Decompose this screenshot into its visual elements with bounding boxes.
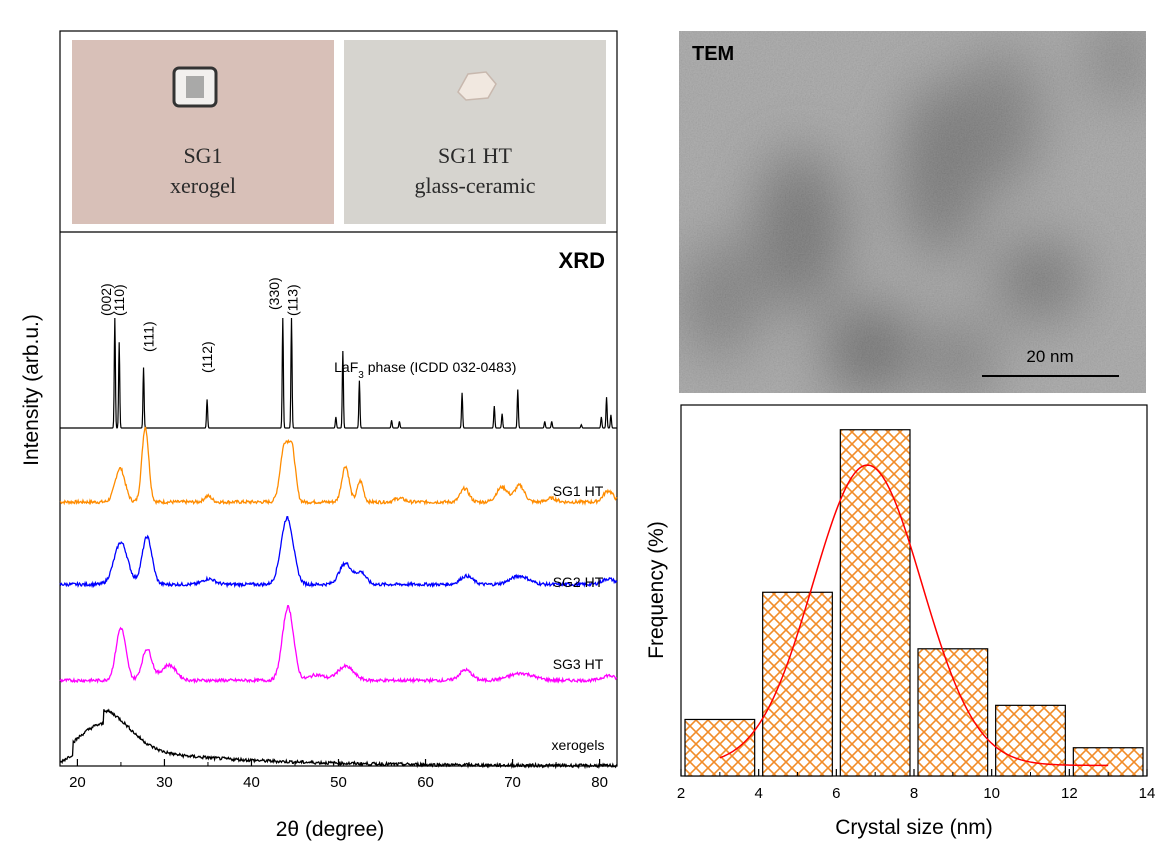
gaussian-fit-curve bbox=[719, 464, 1109, 767]
xrd-series-label: SG2 HT bbox=[553, 574, 604, 590]
photo-left-line1: SG1 bbox=[183, 143, 222, 168]
xrd-reference-label: LaF3 phase (ICDD 032-0483) bbox=[334, 359, 516, 381]
xrd-xtick-label: 50 bbox=[330, 774, 347, 791]
xrd-xtick-label: 40 bbox=[243, 774, 260, 791]
xrd-miller-index: (113) bbox=[285, 284, 301, 316]
xrd-xlabel: 2θ (degree) bbox=[276, 818, 385, 841]
photo-sg1-xerogel: SG1 xerogel bbox=[72, 40, 334, 224]
xrd-xtick-label: 70 bbox=[504, 774, 521, 791]
xrd-series-sg1-ht bbox=[59, 426, 618, 506]
xrd-series-label: SG1 HT bbox=[553, 483, 604, 499]
xrd-series-xerogels bbox=[59, 708, 618, 770]
xrd-miller-index: (110) bbox=[111, 284, 127, 316]
histogram-bar bbox=[762, 591, 833, 777]
xrd-plot: 20 30 40 50 60 70 80 (002)(110) (111) (112) (330)(… bbox=[59, 277, 618, 791]
hist-xtick-label: 14 bbox=[1139, 785, 1156, 802]
xrd-series-label: SG3 HT bbox=[553, 656, 604, 672]
histogram-plot: 2 4 6 8 10 12 14 bbox=[677, 429, 1156, 802]
histogram-bar bbox=[917, 648, 989, 777]
photo-right-line1: SG1 HT bbox=[438, 143, 513, 168]
hist-xtick-label: 2 bbox=[677, 785, 685, 802]
xrd-miller-index: (002) bbox=[98, 283, 114, 316]
hist-xtick-label: 4 bbox=[754, 785, 762, 802]
xrd-miller-index: (111) bbox=[141, 321, 157, 352]
xrd-reference-pattern bbox=[60, 317, 617, 429]
xrd-xtick-label: 80 bbox=[591, 774, 608, 791]
xrd-series-label: xerogels bbox=[552, 737, 605, 753]
histogram-bar bbox=[684, 718, 756, 777]
hist-xtick-label: 12 bbox=[1061, 785, 1078, 802]
hist-ylabel: Frequency (%) bbox=[645, 521, 668, 659]
tem-title: TEM bbox=[692, 43, 734, 65]
tem-image bbox=[679, 31, 1146, 393]
hist-xtick-label: 6 bbox=[832, 785, 840, 802]
xrd-miller-index: (112) bbox=[199, 341, 215, 373]
xrd-series-sg3-ht bbox=[59, 605, 618, 685]
xrd-miller-index: (330) bbox=[266, 277, 282, 310]
xrd-title: XRD bbox=[559, 248, 605, 273]
scale-bar-label: 20 nm bbox=[1026, 347, 1073, 366]
histogram-bar bbox=[995, 704, 1066, 777]
photo-right-line2: glass-ceramic bbox=[415, 173, 536, 198]
xrd-series-sg2-ht bbox=[59, 515, 618, 589]
xrd-xtick-label: 30 bbox=[156, 774, 173, 791]
photo-left-line2: xerogel bbox=[170, 173, 236, 198]
hist-xlabel: Crystal size (nm) bbox=[835, 816, 993, 839]
photo-sg1-ht-glass-ceramic: SG1 HT glass-ceramic bbox=[344, 40, 606, 224]
hist-xtick-label: 10 bbox=[983, 785, 1000, 802]
histogram-bar bbox=[1072, 747, 1144, 777]
xrd-xtick-label: 60 bbox=[417, 774, 434, 791]
xrd-xtick-label: 20 bbox=[69, 774, 86, 791]
glass-ceramic-sample bbox=[457, 71, 497, 101]
hist-xtick-label: 8 bbox=[910, 785, 918, 802]
histogram-bar bbox=[839, 429, 911, 777]
xrd-ylabel: Intensity (arb.u.) bbox=[20, 314, 43, 466]
